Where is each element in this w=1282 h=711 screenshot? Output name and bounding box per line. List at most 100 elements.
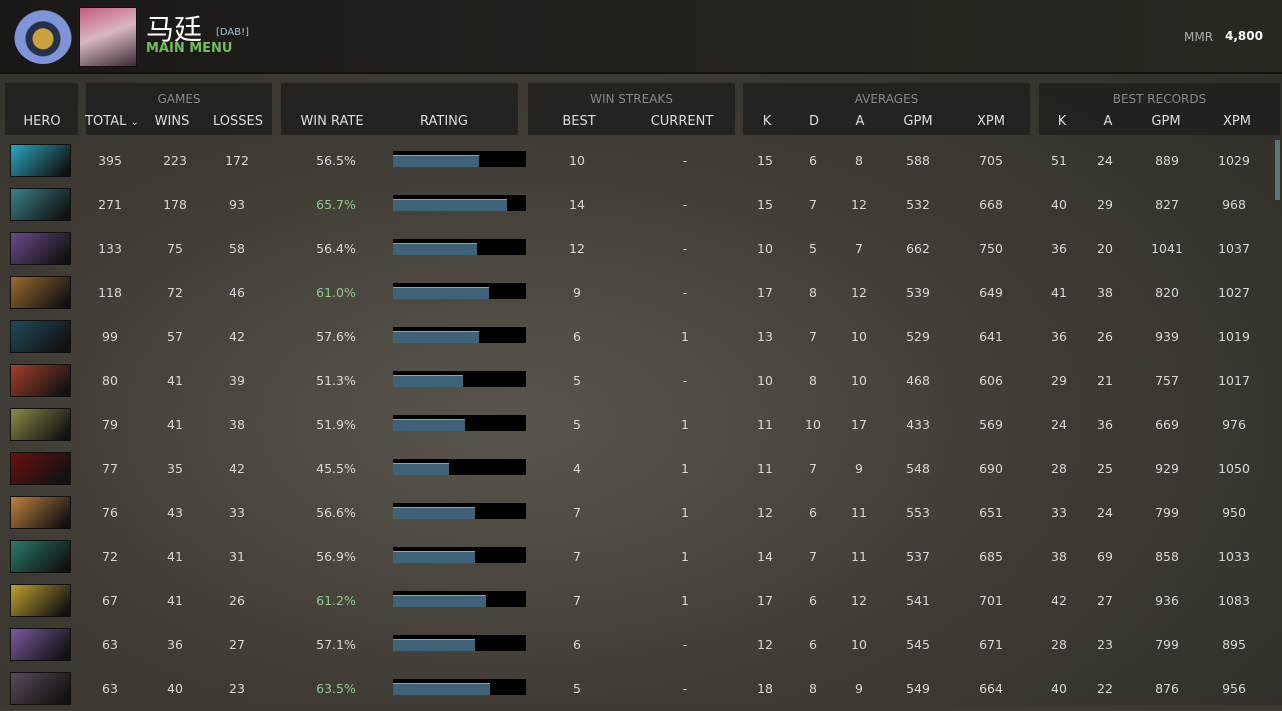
- cell-d: 8: [809, 681, 817, 696]
- table-row[interactable]: 63 36 27 57.1% 6 - 12 6 10 545 671 28 23 799 895: [0, 623, 1272, 667]
- table-row[interactable]: 79 41 38 51.9% 5 1 11 10 17 433 569 24 36 669 976: [0, 403, 1272, 447]
- cell-win-rate: 57.6%: [316, 329, 356, 344]
- cell-current: 1: [681, 417, 689, 432]
- cell-gpm: 553: [906, 505, 930, 520]
- cell-bxpm: 1037: [1218, 241, 1250, 256]
- cell-current: 1: [681, 593, 689, 608]
- hero-portrait[interactable]: [10, 276, 71, 309]
- col-avg-xpm[interactable]: XPM: [977, 114, 1005, 129]
- cell-gpm: 433: [906, 417, 930, 432]
- streaks-group: [528, 83, 735, 135]
- col-total-label: TOTAL: [85, 114, 127, 129]
- rating-bar-fill: [393, 331, 480, 343]
- cell-bxpm: 1027: [1218, 285, 1250, 300]
- col-best-a[interactable]: A: [1103, 114, 1113, 129]
- table-row[interactable]: 133 75 58 56.4% 12 - 10 5 7 662 750 36 20 1041 1037: [0, 227, 1272, 271]
- cell-current: -: [682, 637, 688, 652]
- mmr-label: MMR: [1184, 30, 1214, 44]
- main-menu-link[interactable]: MAIN MENU: [146, 41, 233, 56]
- hero-portrait[interactable]: [10, 452, 71, 485]
- avatar[interactable]: [79, 7, 137, 67]
- table-row[interactable]: 77 35 42 45.5% 4 1 11 7 9 548 690 28 25 929 1050: [0, 447, 1272, 491]
- col-avg-d[interactable]: D: [808, 114, 819, 129]
- table-row[interactable]: 118 72 46 61.0% 9 - 17 8 12 539 649 41 38 820 1027: [0, 271, 1272, 315]
- cell-losses: 27: [229, 637, 245, 652]
- col-best-streak[interactable]: BEST: [562, 114, 596, 129]
- rating-bar-fill: [393, 419, 465, 431]
- scrollbar[interactable]: [1275, 140, 1280, 200]
- cell-total: 63: [102, 637, 118, 652]
- hero-portrait[interactable]: [10, 188, 71, 221]
- col-current-streak[interactable]: CURRENT: [650, 114, 714, 129]
- cell-ba: 23: [1097, 637, 1113, 652]
- cell-losses: 42: [229, 461, 245, 476]
- cell-current: 1: [681, 505, 689, 520]
- col-best-xpm[interactable]: XPM: [1223, 114, 1251, 129]
- rating-bar-fill: [393, 507, 476, 519]
- col-win-rate[interactable]: WIN RATE: [300, 114, 364, 129]
- cell-d: 7: [809, 197, 817, 212]
- cell-best: 4: [573, 461, 581, 476]
- cell-xpm: 668: [979, 197, 1003, 212]
- cell-current: 1: [681, 461, 689, 476]
- cell-gpm: 537: [906, 549, 930, 564]
- col-avg-a[interactable]: A: [855, 114, 865, 129]
- table-row[interactable]: 72 41 31 56.9% 7 1 14 7 11 537 685 38 69 858 1033: [0, 535, 1272, 579]
- col-total[interactable]: TOTAL ⌄: [77, 114, 147, 129]
- cell-wins: 41: [167, 417, 183, 432]
- cell-xpm: 664: [979, 681, 1003, 696]
- table-row[interactable]: 271 178 93 65.7% 14 - 15 7 12 532 668 40 29 827 968: [0, 183, 1272, 227]
- col-hero[interactable]: HERO: [23, 114, 61, 129]
- table-row[interactable]: 395 223 172 56.5% 10 - 15 6 8 588 705 51 24 889 1029: [0, 139, 1272, 183]
- cell-ba: 25: [1097, 461, 1113, 476]
- hero-portrait[interactable]: [10, 672, 71, 705]
- cell-best: 6: [573, 637, 581, 652]
- hero-portrait[interactable]: [10, 364, 71, 397]
- cell-losses: 26: [229, 593, 245, 608]
- col-best-gpm[interactable]: GPM: [1151, 114, 1181, 129]
- cell-current: -: [682, 681, 688, 696]
- cell-total: 118: [98, 285, 122, 300]
- hero-portrait[interactable]: [10, 584, 71, 617]
- cell-a: 12: [851, 593, 867, 608]
- cell-k: 18: [757, 681, 773, 696]
- table-row[interactable]: 80 41 39 51.3% 5 - 10 8 10 468 606 29 21 757 1017: [0, 359, 1272, 403]
- rating-bar: [393, 679, 526, 695]
- cell-gpm: 545: [906, 637, 930, 652]
- table-row[interactable]: 99 57 42 57.6% 6 1 13 7 10 529 641 36 26 939 1019: [0, 315, 1272, 359]
- hero-portrait[interactable]: [10, 628, 71, 661]
- table-row[interactable]: 67 41 26 61.2% 7 1 17 6 12 541 701 42 27 936 1083: [0, 579, 1272, 623]
- cell-xpm: 651: [979, 505, 1003, 520]
- col-losses[interactable]: LOSSES: [213, 114, 263, 129]
- hero-portrait[interactable]: [10, 496, 71, 529]
- cell-xpm: 569: [979, 417, 1003, 432]
- rating-bar: [393, 547, 526, 563]
- cell-bgpm: 936: [1155, 593, 1179, 608]
- table-row[interactable]: 63 40 23 63.5% 5 - 18 8 9 549 664 40 22 876 956: [0, 667, 1272, 711]
- cell-bk: 40: [1051, 197, 1067, 212]
- cell-wins: 57: [167, 329, 183, 344]
- hero-portrait[interactable]: [10, 232, 71, 265]
- cell-bk: 28: [1051, 461, 1067, 476]
- cell-win-rate: 61.0%: [316, 285, 356, 300]
- cell-d: 8: [809, 373, 817, 388]
- cell-xpm: 690: [979, 461, 1003, 476]
- hero-portrait[interactable]: [10, 320, 71, 353]
- hero-portrait[interactable]: [10, 540, 71, 573]
- col-avg-k[interactable]: K: [762, 114, 772, 129]
- col-avg-gpm[interactable]: GPM: [903, 114, 933, 129]
- cell-bgpm: 1041: [1151, 241, 1183, 256]
- col-rating[interactable]: RATING: [420, 114, 468, 129]
- cell-bk: 28: [1051, 637, 1067, 652]
- cell-current: -: [682, 285, 688, 300]
- cell-wins: 41: [167, 593, 183, 608]
- cell-current: -: [682, 241, 688, 256]
- hero-portrait[interactable]: [10, 408, 71, 441]
- col-wins[interactable]: WINS: [154, 114, 190, 129]
- table-row[interactable]: 76 43 33 56.6% 7 1 12 6 11 553 651 33 24 799 950: [0, 491, 1272, 535]
- cell-best: 5: [573, 681, 581, 696]
- col-best-k[interactable]: K: [1057, 114, 1067, 129]
- cell-bgpm: 939: [1155, 329, 1179, 344]
- cell-ba: 26: [1097, 329, 1113, 344]
- hero-portrait[interactable]: [10, 144, 71, 177]
